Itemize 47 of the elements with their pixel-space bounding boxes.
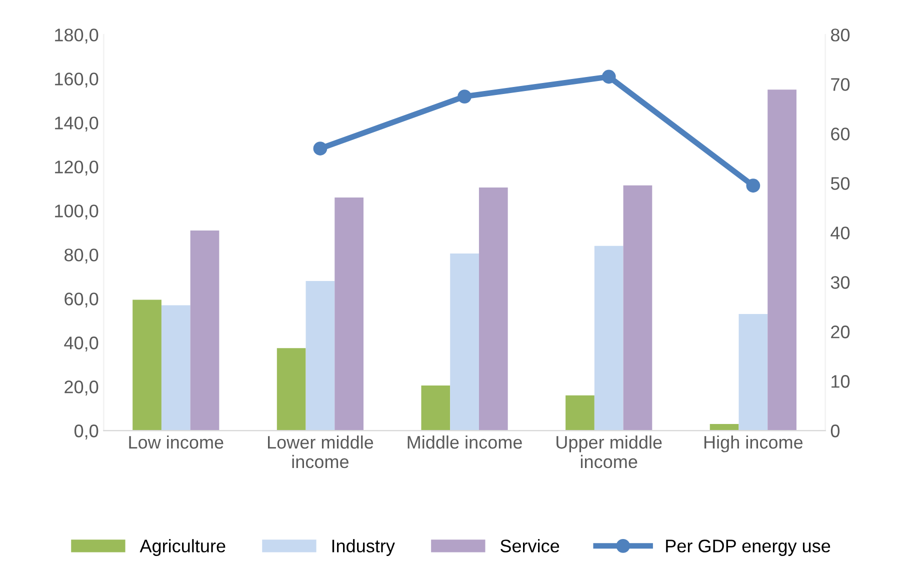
- y2-tick-label: 70: [831, 78, 850, 91]
- legend-label: Agriculture: [140, 539, 226, 556]
- y2-tick-label: 20: [831, 326, 850, 338]
- y-tick-label: 80,0: [64, 248, 98, 264]
- legend-label: Industry: [332, 539, 395, 556]
- point: [313, 142, 328, 156]
- bar: [623, 185, 652, 431]
- y2-tick-label: 50: [830, 177, 850, 190]
- legend-label: Per GDP energy use: [666, 540, 830, 556]
- y2-tick-label: 0: [830, 424, 840, 438]
- x-tick-label: Middle income: [408, 435, 522, 449]
- bar: [710, 424, 739, 431]
- bar: [334, 197, 364, 431]
- bar: [161, 305, 190, 431]
- y-tick-label: 180,0: [55, 28, 98, 44]
- bar: [478, 188, 508, 431]
- point: [746, 178, 760, 193]
- y2-tick-label: 80: [830, 28, 850, 42]
- y-tick-label: 40,0: [64, 336, 98, 352]
- bar: [421, 386, 450, 431]
- y2-tick-label: 10: [832, 375, 850, 388]
- x-tick-label: Lower middle income: [268, 435, 374, 468]
- point: [458, 90, 472, 104]
- y2-tick-label: 30: [830, 276, 850, 289]
- y-tick-label: 100,0: [55, 204, 98, 220]
- bar: [768, 90, 796, 431]
- bar: [306, 281, 335, 431]
- y-tick-label: 0,0: [74, 424, 98, 440]
- bar: [276, 348, 306, 431]
- bar: [566, 395, 594, 431]
- bar: [594, 246, 624, 431]
- y-tick-label: 20,0: [64, 380, 98, 396]
- bar: [132, 300, 162, 431]
- y-tick-label: 120,0: [55, 160, 98, 176]
- y2-tick-label: 60: [831, 128, 850, 140]
- y-tick-label: 60,0: [64, 292, 98, 308]
- y-tick-label: 160,0: [55, 72, 98, 88]
- legend-label: Service: [500, 539, 560, 552]
- x-tick-label: Low income: [129, 435, 224, 449]
- x-tick-label: High income: [704, 435, 803, 452]
- point: [602, 70, 616, 84]
- y2-tick-label: 40: [830, 226, 850, 240]
- bar: [450, 254, 479, 431]
- bar: [190, 230, 220, 431]
- bar: [738, 314, 768, 431]
- x-tick-label: Upper middle income: [556, 435, 662, 468]
- y-tick-label: 140,0: [55, 116, 98, 132]
